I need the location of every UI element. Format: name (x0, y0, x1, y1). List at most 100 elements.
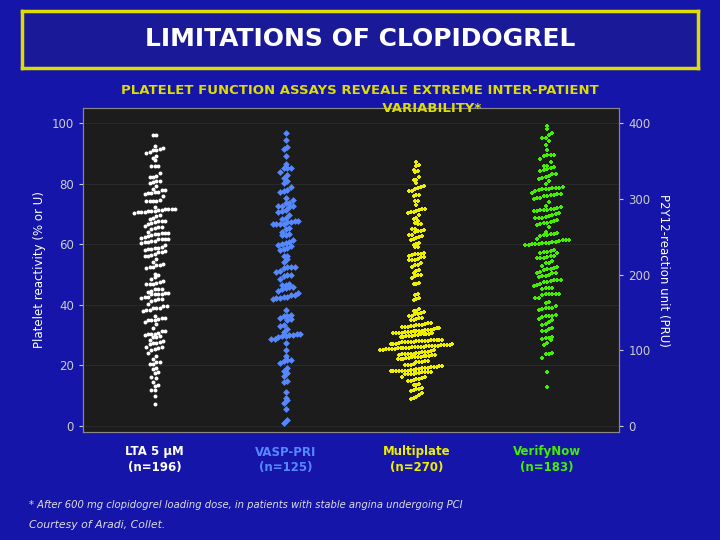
Point (158, 276, 169, 285)
Point (142, 330, 153, 339)
Point (282, 164, 293, 172)
Point (267, 220, 279, 228)
Point (413, 390, 425, 399)
Point (284, 199, 295, 207)
Point (148, 153, 159, 162)
Point (280, 284, 292, 293)
Point (549, 264, 560, 272)
Point (166, 204, 178, 213)
Point (409, 197, 420, 205)
Point (543, 137, 554, 146)
Point (546, 237, 558, 246)
Point (531, 280, 543, 289)
Point (406, 331, 418, 340)
Point (416, 357, 428, 366)
Point (145, 275, 157, 284)
Point (148, 214, 159, 222)
Point (282, 171, 293, 179)
Point (420, 329, 432, 338)
Point (409, 331, 420, 340)
Point (269, 335, 280, 343)
Point (287, 236, 299, 245)
Point (535, 220, 546, 228)
Point (278, 377, 289, 386)
Point (163, 234, 174, 243)
Point (148, 360, 159, 368)
Point (413, 211, 425, 219)
Point (545, 150, 557, 159)
Point (543, 131, 554, 139)
Point (536, 261, 548, 270)
Point (410, 206, 422, 215)
Point (278, 293, 289, 301)
Point (159, 229, 171, 238)
Point (384, 340, 396, 348)
Point (274, 314, 286, 323)
Point (399, 338, 410, 347)
Point (400, 354, 412, 363)
Point (408, 315, 419, 324)
Point (135, 208, 147, 217)
Point (280, 352, 292, 361)
Point (406, 230, 418, 239)
Point (549, 150, 560, 159)
Point (413, 191, 425, 199)
Point (408, 381, 419, 389)
Point (278, 367, 289, 375)
Point (536, 321, 548, 329)
Point (150, 181, 162, 190)
Point (419, 320, 431, 328)
Point (153, 315, 164, 323)
Point (543, 259, 554, 267)
Point (538, 253, 549, 262)
Point (159, 314, 171, 322)
Point (399, 328, 410, 336)
Point (149, 218, 161, 227)
Point (413, 206, 425, 215)
Point (408, 386, 419, 395)
Point (285, 262, 297, 271)
Point (538, 166, 549, 174)
Point (278, 252, 289, 260)
Point (278, 164, 289, 173)
Point (156, 206, 167, 214)
Point (410, 306, 422, 315)
Point (154, 210, 166, 219)
Point (413, 160, 425, 169)
Point (412, 309, 423, 318)
Point (154, 332, 166, 341)
Point (402, 350, 413, 359)
Point (159, 234, 171, 243)
Point (142, 237, 153, 246)
Point (431, 362, 442, 371)
Point (278, 145, 289, 154)
Point (402, 370, 413, 379)
Point (406, 255, 418, 264)
Point (395, 344, 406, 353)
Point (265, 335, 276, 343)
Point (425, 326, 436, 334)
Point (374, 345, 386, 354)
Point (540, 350, 552, 359)
Point (410, 179, 422, 187)
Point (438, 341, 449, 350)
Point (282, 177, 293, 185)
Point (274, 322, 286, 330)
Point (280, 159, 292, 168)
Point (149, 296, 161, 305)
Point (399, 370, 410, 379)
Point (419, 357, 431, 366)
Text: Courtesy of Aradi, Collet.: Courtesy of Aradi, Collet. (29, 520, 165, 530)
Point (149, 244, 161, 252)
Point (415, 308, 426, 317)
Point (272, 208, 284, 217)
Point (402, 366, 413, 375)
Point (406, 353, 418, 361)
Point (531, 254, 543, 262)
Point (276, 285, 288, 293)
Point (550, 184, 562, 192)
Point (402, 327, 413, 336)
Point (294, 329, 306, 338)
Point (543, 177, 554, 186)
Point (420, 352, 432, 360)
